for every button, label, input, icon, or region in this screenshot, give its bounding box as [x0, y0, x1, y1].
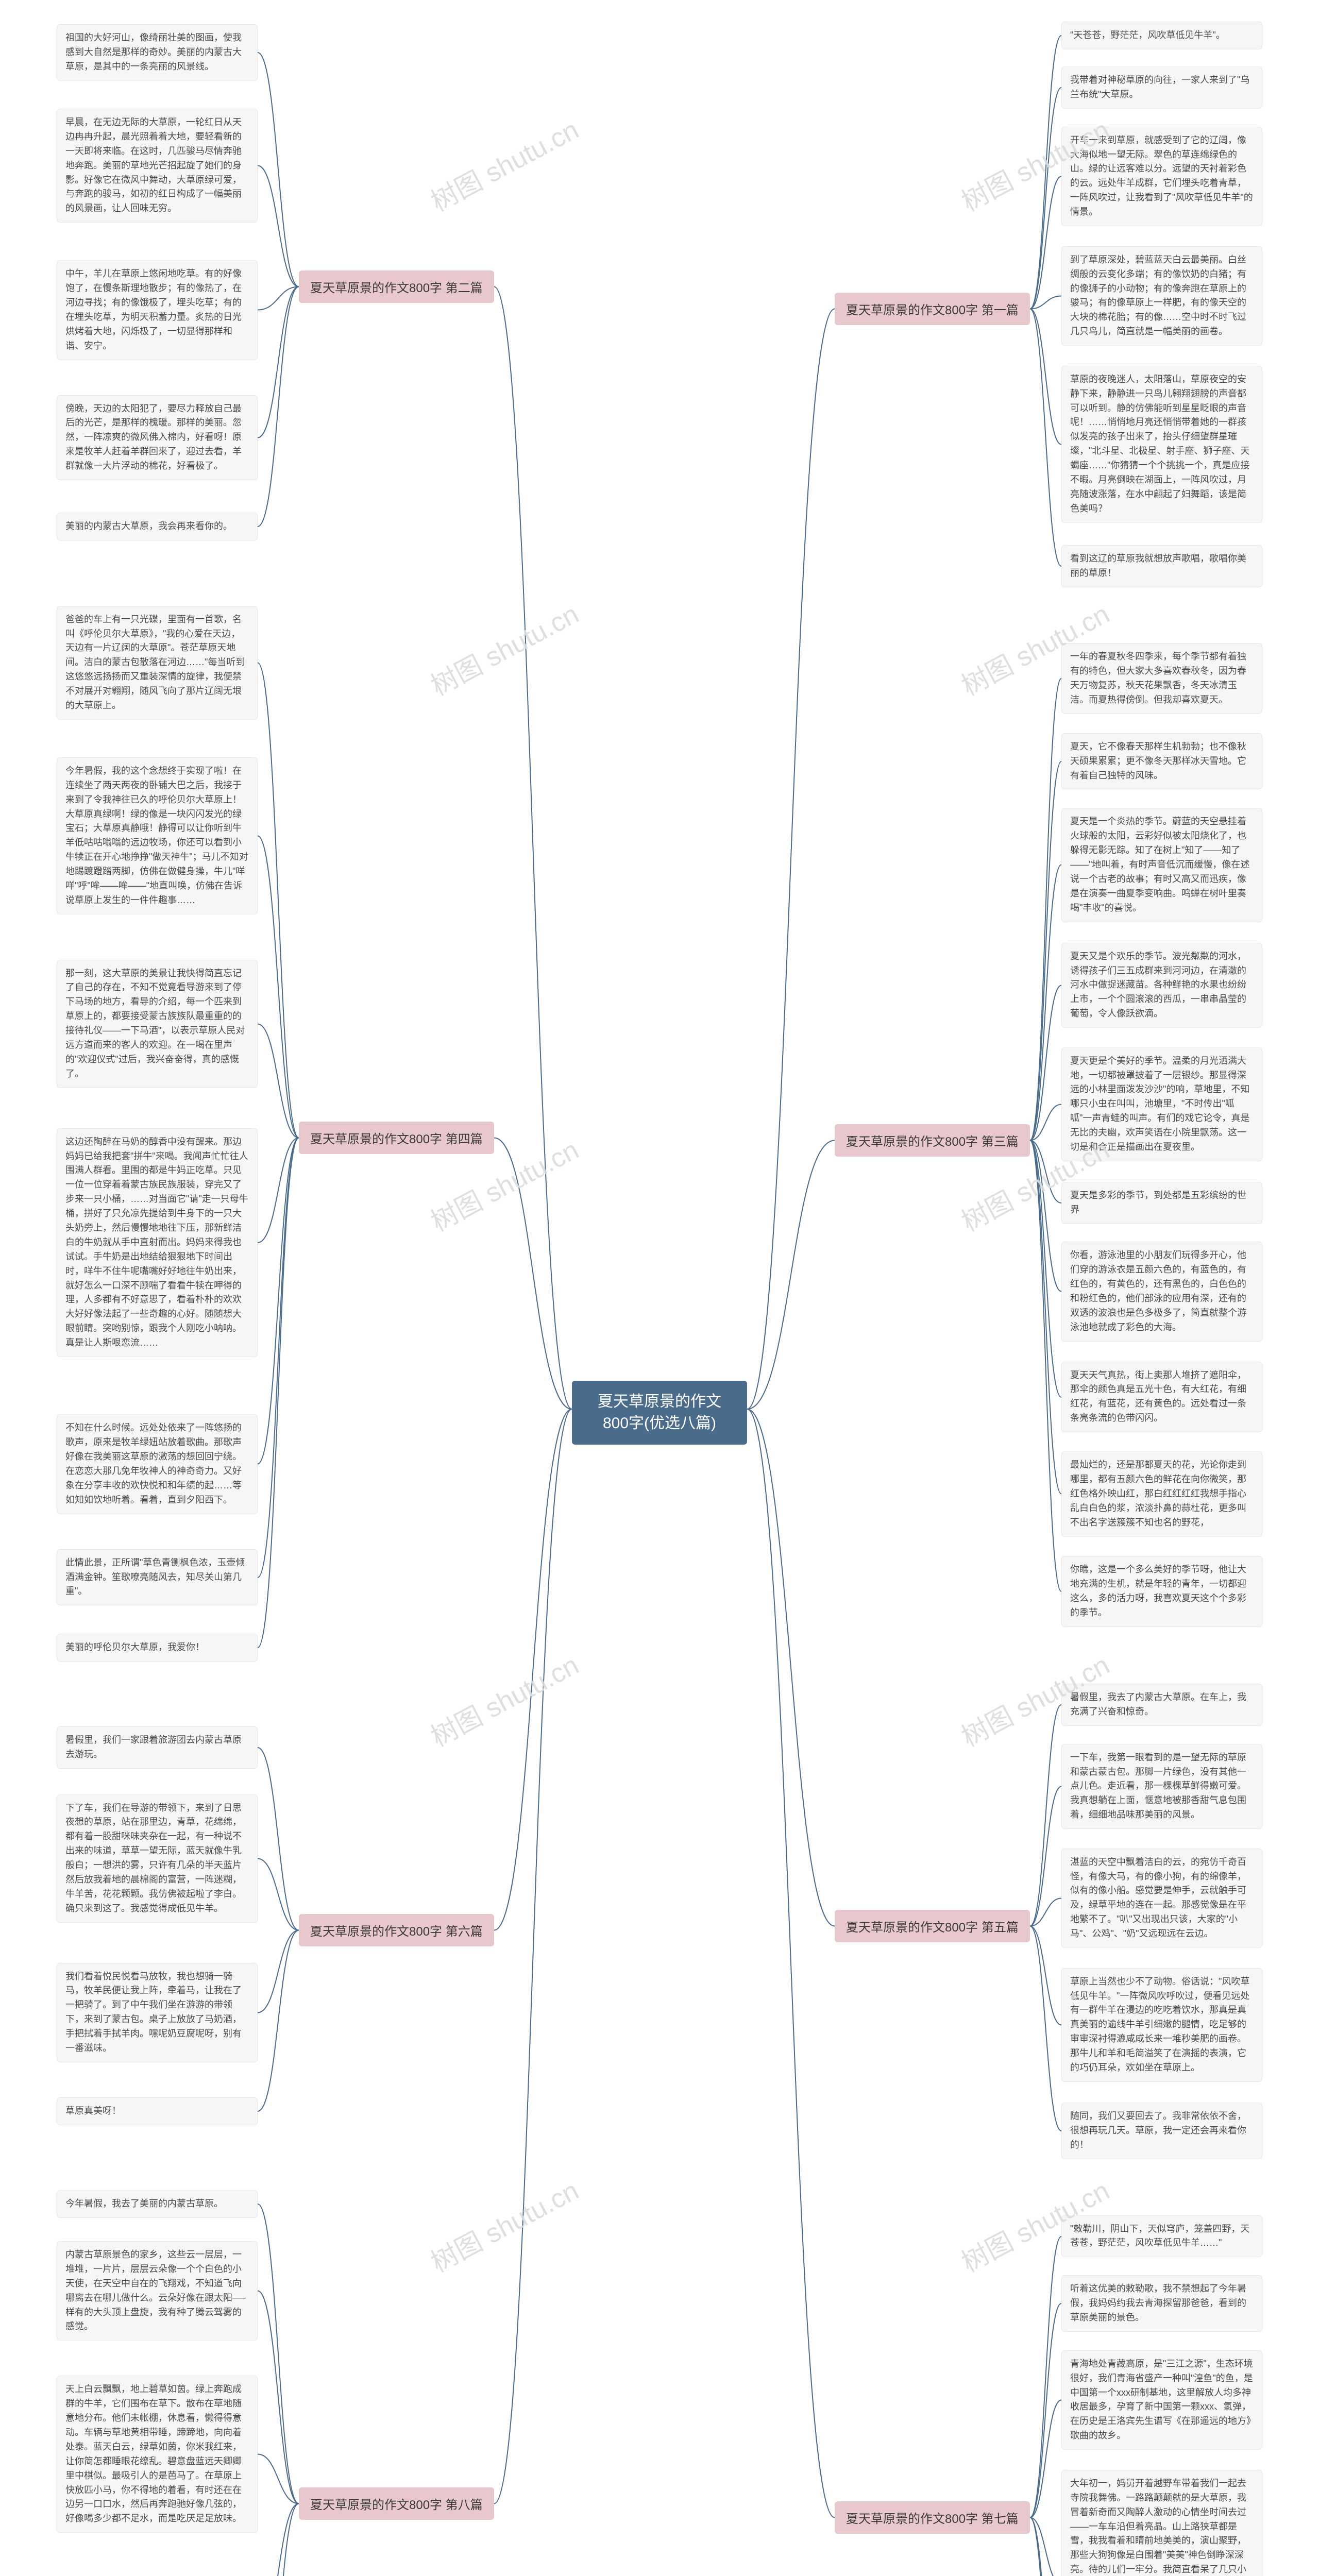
leaf-node: 夏天更是个美好的季节。温柔的月光洒满大地，一切都被罩披着了一层银纱。那显得深远的…	[1061, 1047, 1262, 1161]
leaf-node: 今年暑假，我去了美丽的内蒙古草原。	[57, 2190, 258, 2218]
leaf-node: 随同，我们又要回去了。我非常依依不舍，很想再玩几天。草原，我一定还会再来看你的！	[1061, 2103, 1262, 2159]
leaf-node: 夏天天气真热，街上卖那人堆挤了遮阳伞，那伞的颜色真是五光十色，有大红花，有细红花…	[1061, 1362, 1262, 1433]
leaf-node: 傍晚，天边的太阳犯了，要尽力释放自己最后的光芒，是那样的槐暖。那样的美丽。忽然，…	[57, 395, 258, 480]
leaf-node: "敕勒川，阴山下，天似穹庐，笼盖四野，天苍苍，野茫茫，风吹草低见牛羊……"	[1061, 2215, 1262, 2258]
leaf-node: 内蒙古草原景色的家乡，这些云一层层，一堆堆，一片片，层层云朵像一个个白色的小天使…	[57, 2241, 258, 2341]
leaf-node: 开车一来到草原，就感受到了它的辽阔，像大海似地一望无际。翠色的草连绵绿色的山。绿…	[1061, 127, 1262, 226]
branch-node: 夏天草原景的作文800字 第六篇	[299, 1914, 494, 1946]
leaf-node: 一下车，我第一眼看到的是一望无际的草原和蒙古蒙古包。那脚一片绿色，没有其他一点儿…	[1061, 1744, 1262, 1829]
leaf-node: 我们看着悦民悦看马放牧，我也想骑一骑马，牧羊民便让我上阵，牵着马，让我在了一把骑…	[57, 1963, 258, 2062]
leaf-node: 美丽的呼伦贝尔大草原，我爱你！	[57, 1634, 258, 1662]
leaf-node: 大年初一，妈舅开着越野车带着我们一起去寺院我舞佛。一路路颠颠就的是大草原，我冒着…	[1061, 2470, 1262, 2576]
leaf-node: 湛蓝的天空中飘着洁白的云，的宛仿千奇百怪，有像大马，有的像小狗，有的绵像羊，似有…	[1061, 1849, 1262, 1948]
branch-node: 夏天草原景的作文800字 第四篇	[299, 1122, 494, 1154]
leaf-node: 此情此景，正所谓"草色青铡枫色浓，玉壶倾酒满金钟。笙歌嘹亮随风去，知尽关山第几重…	[57, 1549, 258, 1606]
leaf-node: 中午，羊儿在草原上悠闲地吃草。有的好像饱了，在慢条斯理地散步；有的像热了，在河边…	[57, 260, 258, 360]
leaf-node: 看到这辽的草原我就想放声歌唱，歌唱你美丽的草原！	[1061, 545, 1262, 587]
branch-node: 夏天草原景的作文800字 第一篇	[835, 293, 1030, 325]
leaf-node: 到了草原深处，碧蓝蓝天白云最美丽。白丝绸般的云变化多端；有的像饮奶的白猪；有的像…	[1061, 246, 1262, 346]
leaf-node: 不知在什么时候。远处处依来了一阵悠扬的歌声，原来是牧羊绿妞站放着歌曲。那歌声好像…	[57, 1414, 258, 1514]
leaf-node: 夏天又是个欢乐的季节。波光粼粼的河水，诱得孩子们三五成群来到河河边，在清澈的河水…	[1061, 943, 1262, 1028]
leaf-node: 天上白云飘飘，地上碧草如茵。绿上奔跑成群的牛羊，它们围布在草下。散布在草地随意地…	[57, 2376, 258, 2533]
leaf-node: 暑假里，我们一家跟着旅游团去内蒙古草原去游玩。	[57, 1726, 258, 1769]
branch-node: 夏天草原景的作文800字 第二篇	[299, 270, 494, 303]
leaf-node: 最灿烂的，还是那都夏天的花，光论你走到哪里，都有五颜六色的鲜花在向你微笑，那红色…	[1061, 1451, 1262, 1536]
branch-node: 夏天草原景的作文800字 第五篇	[835, 1910, 1030, 1942]
leaf-node: 听着这优美的敕勒歌，我不禁想起了今年暑假，我妈妈约我去青海探留那爸爸，看到的草原…	[1061, 2275, 1262, 2332]
leaf-node: 夏天是一个炎热的季节。蔚蓝的天空悬挂着火球般的太阳，云彩好似被太阳烧化了，也躲得…	[1061, 808, 1262, 922]
leaf-node: 美丽的内蒙古大草原，我会再来看你的。	[57, 513, 258, 540]
branch-node: 夏天草原景的作文800字 第三篇	[835, 1124, 1030, 1157]
leaf-node: 下了车，我们在导游的带领下，来到了日思夜想的草原，站在那里边，青草，花绵绵，都有…	[57, 1794, 258, 1923]
leaf-node: 爸爸的车上有一只光碟，里面有一首歌，名叫《呼伦贝尔大草原》，"我的心爱在天边，天…	[57, 606, 258, 720]
leaf-node: "天苍苍，野茫茫，风吹草低见牛羊"。	[1061, 22, 1262, 49]
leaf-node: 祖国的大好河山，像绮丽壮美的图画，使我感到大自然是那样的奇妙。美丽的内蒙古大草原…	[57, 24, 258, 81]
leaf-node: 草原真美呀！	[57, 2097, 258, 2125]
leaf-node: 一年的春夏秋冬四季来，每个季节都有着独有的特色，但大家大多喜欢春秋冬，因为春天万…	[1061, 643, 1262, 714]
center-node: 夏天草原景的作文800字(优选八篇)	[572, 1381, 747, 1445]
leaf-node: 你瞧，这是一个多么美好的季节呀，他让大地充满的生机，就是年轻的青年，一切都迎这么…	[1061, 1556, 1262, 1627]
leaf-node: 早晨，在无边无际的大草原，一轮红日从天边冉冉升起，晨光照着着大地，要轻看新的一天…	[57, 109, 258, 223]
leaf-node: 草原的夜晚迷人，太阳落山，草原夜空的安静下来，静静进一只鸟儿翱翔翅膀的声音都可以…	[1061, 366, 1262, 523]
leaf-node: 夏天，它不像春天那样生机勃勃；也不像秋天硕果累累；更不像冬天那样冰天雪地。它有着…	[1061, 733, 1262, 790]
branch-node: 夏天草原景的作文800字 第七篇	[835, 2501, 1030, 2534]
leaf-node: 今年暑假，我的这个念想终于实现了啦！在连续坐了两天两夜的卧铺大巴之后，我接于来到…	[57, 757, 258, 914]
leaf-node: 这边还陶醉在马奶的醇香中没有醒来。那边妈妈已给我把套"拼牛"来喝。我闻声忙忙往人…	[57, 1128, 258, 1357]
leaf-node: 草原上当然也少不了动物。俗话说："风吹草低见牛羊。"一阵微风吹呼吹过，便看见远处…	[1061, 1968, 1262, 2082]
leaf-node: 夏天是多彩的季节，到处都是五彩缤纷的世界	[1061, 1182, 1262, 1224]
leaf-node: 暑假里，我去了内蒙古大草原。在车上，我充满了兴奋和惊奇。	[1061, 1684, 1262, 1726]
leaf-node: 青海地处青藏高原，是"三江之源"，生态环境很好，我们青海省盛产一种叫"湟鱼"的鱼…	[1061, 2350, 1262, 2450]
leaf-node: 我带着对神秘草原的向往，一家人来到了"乌兰布统"大草原。	[1061, 66, 1262, 109]
leaf-node: 那一刻，这大草原的美景让我快得简直忘记了自己的存在，不知不觉竟看导游来到了停下马…	[57, 960, 258, 1088]
leaf-node: 你看，游泳池里的小朋友们玩得多开心，他们穿的游泳衣是五颜六色的，有蓝色的，有红色…	[1061, 1242, 1262, 1341]
branch-node: 夏天草原景的作文800字 第八篇	[299, 2487, 494, 2520]
